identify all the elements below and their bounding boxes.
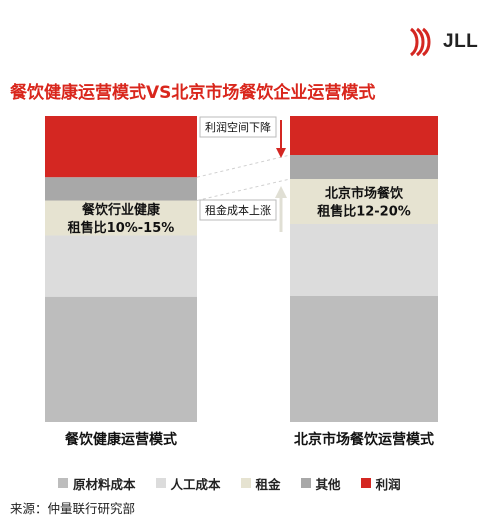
legend-label: 租金 [255,476,281,492]
bar-segment [45,116,197,178]
legend-label: 人工成本 [170,476,221,492]
legend: 原材料成本 人工成本 租金 其他 利润 [58,474,421,492]
logo-text: JLL [443,31,479,52]
annotation: 租金成本上涨 [199,199,277,221]
legend-item: 人工成本 [155,474,221,493]
bar-segment [290,179,438,224]
legend-label: 其他 [315,476,341,492]
band-label: 租售比10%-15% [68,220,175,236]
bar-segment [290,155,438,179]
bar-segment [45,177,197,201]
legend-swatch [240,478,251,488]
source-note: 来源：仲量联行研究部 [10,501,136,516]
legend-label: 原材料成本 [73,476,136,492]
band-label: 北京市场餐饮 [325,186,404,202]
connector-line [196,178,291,201]
bar-segment [45,235,197,297]
chart-title: 餐饮健康运营模式VS北京市场餐饮企业运营模式 [10,83,376,103]
annotation-label: 租金成本上涨 [205,203,271,217]
legend-item: 其他 [300,474,341,493]
category-label: 餐饮健康运营模式 [64,431,177,448]
jll-logo: JLL [405,22,493,62]
legend-swatch [58,478,68,488]
bar-segment [45,296,197,422]
annotation: 利润空间下降 [199,116,277,138]
legend-swatch [155,478,166,488]
legend-item: 原材料成本 [58,474,136,493]
legend-swatch [300,478,311,488]
legend-label: 利润 [375,476,401,492]
arrow-up-icon [275,186,287,232]
jll-logo-icon [409,27,431,57]
bar-segment [45,200,197,236]
bar-segment [290,116,438,155]
bar-segment [290,224,438,296]
legend-swatch [360,478,371,488]
bar-segment [290,296,438,422]
band-label: 餐饮行业健康 [81,202,161,218]
legend-item: 利润 [360,474,401,493]
annotation-label: 利润空间下降 [205,120,271,134]
category-label: 北京市场餐饮运营模式 [294,431,434,448]
band-label: 租售比12-20% [317,204,411,220]
arrow-down-icon [276,120,286,158]
connector-line [196,154,291,178]
legend-item: 租金 [240,474,281,493]
